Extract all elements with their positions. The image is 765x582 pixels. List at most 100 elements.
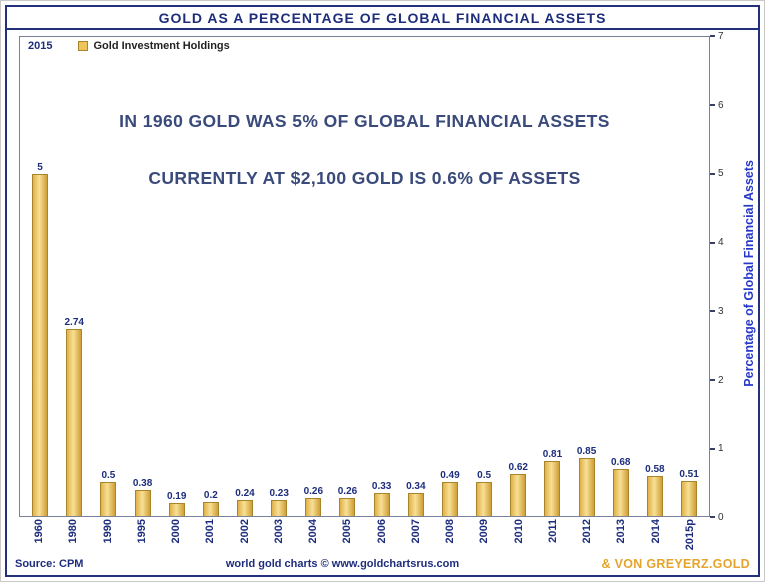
legend-year: 2015 [28, 40, 53, 52]
bar-column: 5 [23, 37, 57, 516]
x-tick-label: 2012 [581, 519, 594, 544]
bar-column: 0.2 [194, 37, 228, 516]
x-tick-slot: 2006 [365, 517, 399, 555]
bar [237, 499, 254, 516]
bar [510, 473, 527, 516]
annotation-line2: CURRENTLY AT $2,100 GOLD IS 0.6% OF ASSE… [148, 168, 581, 188]
x-tick-slot: 2001 [193, 517, 227, 555]
title-bar: GOLD AS A PERCENTAGE OF GLOBAL FINANCIAL… [7, 7, 758, 30]
bar [305, 498, 322, 516]
bar-value-label: 0.68 [611, 457, 631, 469]
bar-value-label: 0.5 [477, 469, 492, 481]
bar-value-label: 0.5 [101, 469, 116, 481]
bar-value-label: 0.34 [406, 480, 426, 492]
chart-title: GOLD AS A PERCENTAGE OF GLOBAL FINANCIAL… [158, 9, 607, 26]
x-tick-slot: 2000 [159, 517, 193, 555]
y-tick: 2 [710, 375, 724, 386]
footer: Source: CPM world gold charts © www.gold… [7, 555, 758, 575]
annotation-line1: IN 1960 GOLD WAS 5% OF GLOBAL FINANCIAL … [119, 111, 610, 131]
y-tick: 7 [710, 31, 724, 42]
x-tick-slot: 2013 [604, 517, 638, 555]
x-tick-label: 2011 [546, 519, 559, 543]
bars-area: 5 2.74 0.5 0.38 0.19 0.2 0.24 0.23 0.26 0.26 0.33 0… [20, 37, 709, 516]
x-tick-slot: 2011 [536, 517, 570, 555]
bar-column: 0.33 [365, 37, 399, 516]
bar [271, 500, 288, 516]
bar-column: 0.51 [672, 37, 706, 516]
x-tick-label: 2000 [170, 519, 183, 544]
bar [134, 490, 151, 516]
x-tick-slot: 2004 [296, 517, 330, 555]
bar-column: 0.23 [262, 37, 296, 516]
bar [681, 481, 698, 516]
bar-value-label: 0.62 [508, 461, 528, 473]
y-tick: 3 [710, 306, 724, 317]
bar [339, 498, 356, 516]
bar [578, 457, 595, 516]
legend-label: Gold Investment Holdings [93, 40, 230, 52]
bar-column: 0.68 [604, 37, 638, 516]
x-tick-label: 1960 [33, 519, 46, 544]
bar [612, 469, 629, 516]
legend: 2015 Gold Investment Holdings [28, 40, 230, 52]
bar [202, 502, 219, 516]
x-tick-label: 2007 [409, 519, 422, 544]
x-tick-slot: 2012 [570, 517, 604, 555]
bar [32, 173, 49, 516]
plot-area: 2015 Gold Investment Holdings IN 1960 GO… [19, 36, 710, 517]
y-tick: 6 [710, 100, 724, 111]
bar-column: 0.19 [160, 37, 194, 516]
bar [373, 493, 390, 516]
bar-value-label: 0.85 [576, 445, 597, 457]
y-tick: 5 [710, 168, 724, 179]
bar [544, 460, 561, 516]
y-axis-label-wrap: Percentage of Global Financial Assets [740, 30, 758, 517]
bar-column: 0.81 [535, 37, 569, 516]
x-tick-label: 2010 [512, 519, 525, 544]
x-tick-slot: 2015p [673, 517, 707, 555]
x-tick-slot: 2010 [502, 517, 536, 555]
bar-value-label: 0.26 [303, 486, 324, 498]
x-tick-label: 1980 [67, 519, 80, 544]
bar-value-label: 0.81 [542, 448, 563, 460]
y-tick: 4 [710, 237, 724, 248]
bar-value-label: 2.74 [64, 316, 84, 328]
bar-column: 0.49 [433, 37, 467, 516]
x-tick-label: 2013 [615, 519, 628, 544]
bar [407, 492, 424, 516]
bar-column: 0.24 [228, 37, 262, 516]
x-tick-label: 2015p [683, 519, 696, 551]
bar [100, 481, 117, 516]
x-tick-slot: 1995 [125, 517, 159, 555]
bar-value-label: 0.24 [235, 487, 255, 499]
bar-column: 0.5 [467, 37, 501, 516]
bar-column: 0.34 [399, 37, 433, 516]
source-label: Source: CPM [15, 558, 84, 570]
bar-value-label: 5 [37, 161, 43, 173]
x-tick-slot: 1990 [91, 517, 125, 555]
y-tick: 0 [710, 512, 724, 523]
x-tick-label: 2014 [649, 519, 662, 544]
x-tick-label: 2002 [238, 519, 251, 544]
x-tick-slot: 2014 [639, 517, 673, 555]
y-axis-ticks: 0 1 2 3 4 5 6 7 [710, 31, 732, 523]
chart-frame: GOLD AS A PERCENTAGE OF GLOBAL FINANCIAL… [5, 5, 760, 577]
x-tick-slot: 2009 [467, 517, 501, 555]
x-tick-label: 2006 [375, 519, 388, 544]
x-tick-label: 2001 [204, 519, 217, 544]
bar [168, 503, 185, 516]
bar-value-label: 0.33 [371, 481, 392, 493]
y-tick: 1 [710, 443, 724, 454]
chart-area: 2015 Gold Investment Holdings IN 1960 GO… [7, 30, 758, 523]
x-tick-label: 2004 [307, 519, 320, 544]
x-tick-slot: 2002 [228, 517, 262, 555]
bar-column: 0.26 [330, 37, 364, 516]
bar-column: 0.85 [570, 37, 604, 516]
bar-value-label: 0.19 [166, 491, 187, 502]
x-tick-slot: 2005 [330, 517, 364, 555]
x-tick-label: 2009 [478, 519, 491, 544]
bar-column: 0.26 [296, 37, 330, 516]
y-axis-label: Percentage of Global Financial Assets [742, 160, 756, 387]
x-tick-label: 2003 [272, 519, 285, 544]
